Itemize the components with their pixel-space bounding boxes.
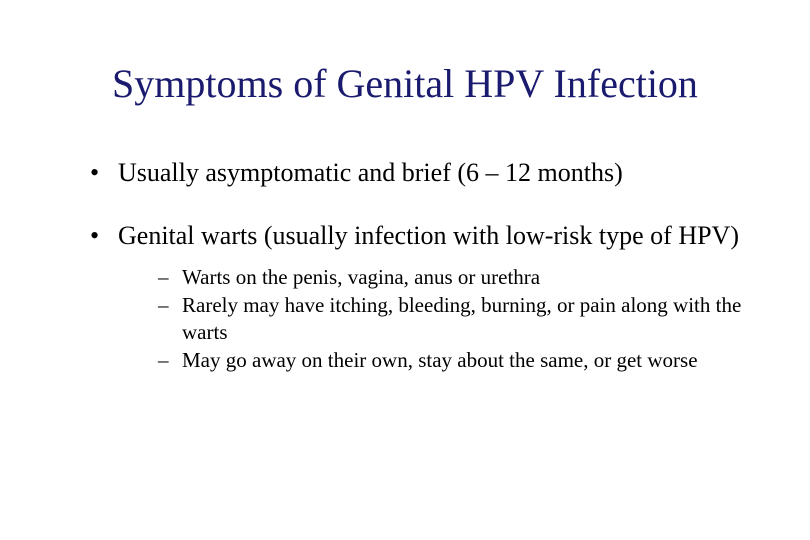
sub-item: Warts on the penis, vagina, anus or uret… [158, 264, 750, 290]
slide-container: Symptoms of Genital HPV Infection Usuall… [0, 0, 810, 540]
sub-list: Warts on the penis, vagina, anus or uret… [118, 264, 750, 373]
sub-item: May go away on their own, stay about the… [158, 347, 750, 373]
sub-text: Warts on the penis, vagina, anus or uret… [182, 265, 540, 289]
bullet-text: Usually asymptomatic and brief (6 – 12 m… [118, 158, 623, 187]
bullet-item: Usually asymptomatic and brief (6 – 12 m… [90, 157, 750, 190]
slide-title: Symptoms of Genital HPV Infection [60, 60, 750, 107]
sub-text: Rarely may have itching, bleeding, burni… [182, 293, 741, 343]
sub-item: Rarely may have itching, bleeding, burni… [158, 292, 750, 345]
bullet-list: Usually asymptomatic and brief (6 – 12 m… [60, 157, 750, 373]
sub-text: May go away on their own, stay about the… [182, 348, 698, 372]
bullet-text: Genital warts (usually infection with lo… [118, 221, 739, 250]
bullet-item: Genital warts (usually infection with lo… [90, 220, 750, 374]
